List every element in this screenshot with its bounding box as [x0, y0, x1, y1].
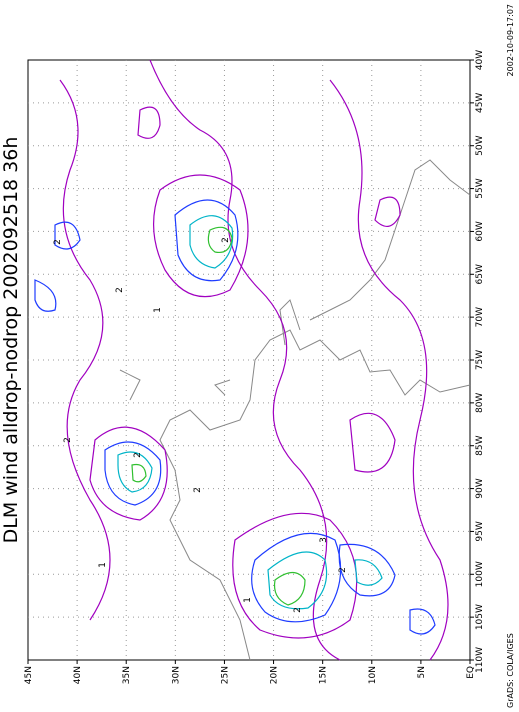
lon-label: 40W: [475, 50, 485, 70]
lon-label: 65W: [475, 264, 485, 284]
lat-label: 35N: [122, 666, 132, 684]
lon-label: 80W: [475, 393, 485, 413]
graticule: EQ 5N 10N 15N 20N 25N 30N 35N 40N 45N 40W 45W 50W 55W…: [24, 50, 485, 684]
lon-label: 90W: [475, 478, 485, 498]
lat-label: 15N: [319, 666, 329, 684]
contour-label: 1: [153, 307, 163, 313]
contour-label: 2: [221, 237, 231, 243]
lat-label: 20N: [270, 666, 280, 684]
contour-label: 1: [98, 562, 108, 568]
credit: GrADS: COLA/IGES: [506, 633, 515, 708]
lon-label: 45W: [475, 93, 485, 113]
lat-label: 45N: [24, 666, 34, 684]
lon-label: 110W: [475, 647, 485, 673]
lon-label: 55W: [475, 178, 485, 198]
lon-label: 105W: [475, 604, 485, 630]
contour-label: 2: [293, 607, 303, 613]
lon-label: 75W: [475, 350, 485, 370]
lon-label: 50W: [475, 135, 485, 155]
lon-label: 60W: [475, 221, 485, 241]
contour-label: 2: [63, 437, 73, 443]
lon-label: 70W: [475, 307, 485, 327]
lat-label: 10N: [368, 666, 378, 684]
map-title: DLM wind alldrop-nodrop 2002092518 36h: [0, 137, 22, 544]
lat-label: 40N: [73, 666, 83, 684]
lat-label: EQ: [466, 666, 476, 679]
contour-label: 2: [53, 239, 63, 245]
contours: [34, 59, 449, 661]
contour-label: 2: [133, 452, 143, 458]
lat-label: 25N: [220, 666, 230, 684]
lon-label: 100W: [475, 561, 485, 587]
lat-label: 30N: [171, 666, 181, 684]
lon-label: 95W: [475, 521, 485, 541]
contour-label: 2: [193, 487, 203, 493]
coastlines: [119, 159, 471, 661]
timestamp: 2002-10-09-17:07: [506, 4, 515, 76]
lat-label: 5N: [417, 666, 427, 678]
contour-labels: 2 2 2 2 1 2 2 3 2 2 1 1: [53, 237, 348, 613]
contour-label: 2: [338, 567, 348, 573]
contour-label: 1: [243, 597, 253, 603]
contour-label: 3: [319, 537, 329, 543]
contour-label: 2: [115, 287, 125, 293]
lon-label: 85W: [475, 435, 485, 455]
